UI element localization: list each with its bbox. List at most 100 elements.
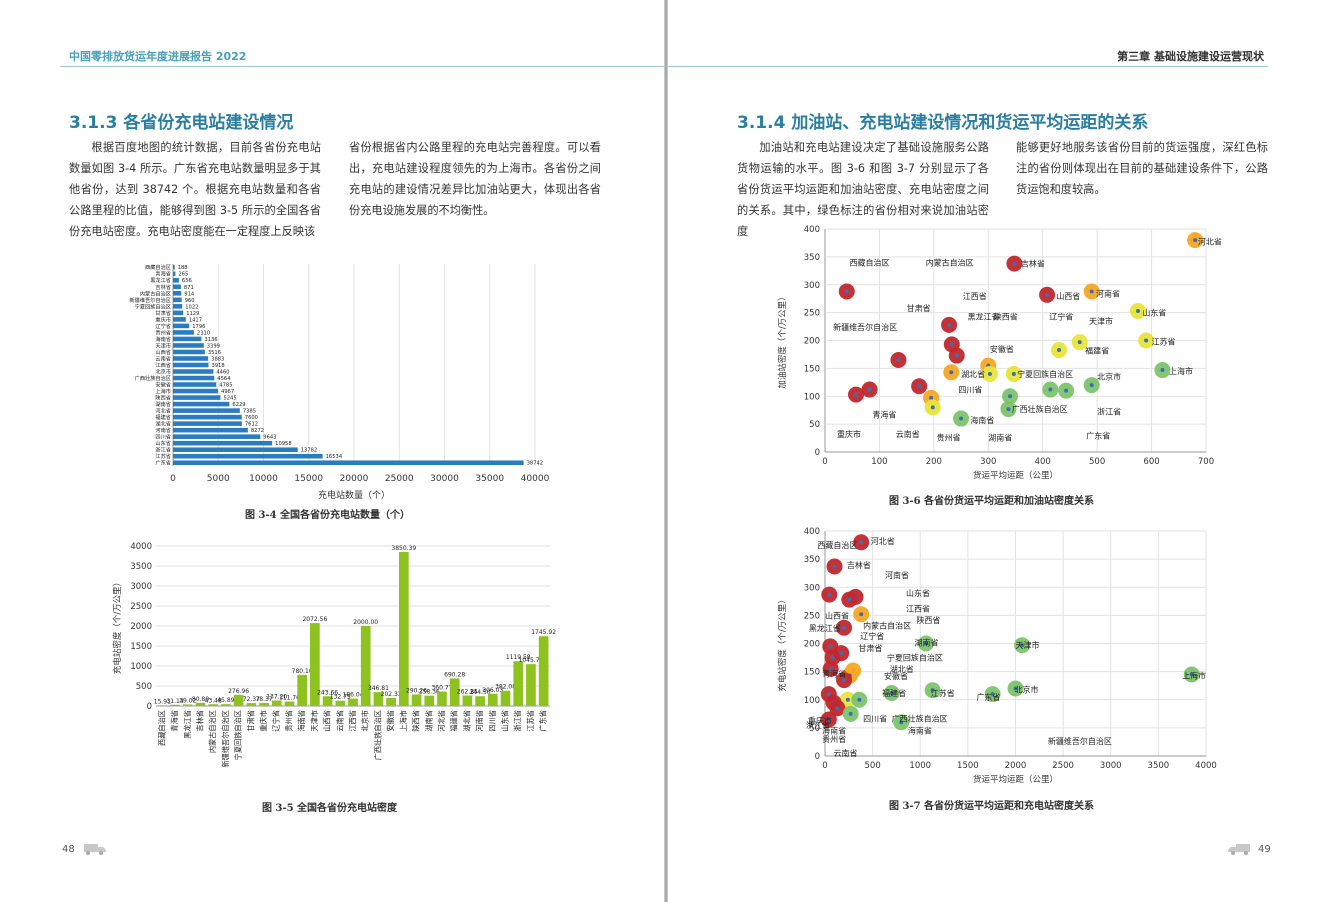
data-point-center xyxy=(947,322,952,327)
point-label: 湖北省 xyxy=(890,664,914,674)
x-tick-label: 2000 xyxy=(1005,761,1027,771)
point-label: 安徽省 xyxy=(884,671,908,681)
point-label: 云南省 xyxy=(896,429,920,439)
x-axis-title: 货运平均运距（公里） xyxy=(973,470,1058,481)
bar xyxy=(437,691,447,706)
data-point-center xyxy=(848,711,853,716)
value-label: 306.03 xyxy=(482,687,503,694)
bar xyxy=(386,697,396,706)
category-label: 西藏自治区 xyxy=(145,263,171,271)
value-label: 262.85 xyxy=(457,688,478,695)
category-label: 新疆维吾尔自治区 xyxy=(129,296,171,304)
bar xyxy=(373,692,384,706)
point-label: 河南省 xyxy=(885,570,909,580)
category-label: 四川省 xyxy=(155,433,171,441)
value-label: 5245 xyxy=(223,396,236,402)
left-page: 中国零排放货运年度进展报告 2022 3.1.3 各省份充电站建设情况 根据百度… xyxy=(0,0,664,902)
bar xyxy=(360,626,371,706)
category-label: 吉林省 xyxy=(195,710,204,732)
point-label: 福建省 xyxy=(882,688,906,698)
bar xyxy=(173,421,242,426)
figure-3-6-chart: 0 100 200 300 400 500 600 700 0 50 100 150 200 250 300… xyxy=(777,225,1222,481)
value-label: 31.14 xyxy=(166,698,183,705)
data-point-center xyxy=(859,612,864,617)
value-label: 4967 xyxy=(221,389,234,395)
y-tick-label: 2000 xyxy=(130,622,152,632)
point-label: 云南省 xyxy=(834,748,858,758)
x-tick-label: 15000 xyxy=(294,474,323,484)
right-paragraph-1: 加油站和充电站建设决定了基础设施服务公路货物运输的水平。图 3-6 和图 3-7… xyxy=(737,141,989,238)
data-point-center xyxy=(929,395,934,400)
category-label: 黑龙江省 xyxy=(183,710,192,739)
value-label: 72.37 xyxy=(243,696,260,703)
category-label: 辽宁省 xyxy=(155,322,171,330)
value-label: 1796 xyxy=(192,324,205,330)
category-label: 河南省 xyxy=(475,710,484,732)
category-label: 广东省 xyxy=(155,459,171,467)
left-paragraph-2: 省份根据省内公路里程的充电站完善程度。可以看出，充电站建设程度领先的为上海市。各… xyxy=(349,141,601,217)
category-label: 江苏省 xyxy=(526,710,535,732)
point-label: 西藏自治区 xyxy=(849,257,889,267)
x-tick-label: 1500 xyxy=(957,761,979,771)
point-label: 甘肃省 xyxy=(858,643,882,653)
data-point-center xyxy=(827,592,832,597)
page-number-right: 49 xyxy=(1258,844,1271,855)
point-label: 湖北省 xyxy=(961,369,985,379)
category-label: 江西省 xyxy=(348,710,357,732)
point-label: 山东省 xyxy=(906,588,930,598)
bar xyxy=(221,704,231,706)
right-paragraph-2: 能够更好地服务该省份目前的货运强度，深红色标注的省份则体现出在目前的基础建设条件… xyxy=(1016,141,1268,196)
value-label: 1045.79 xyxy=(519,657,544,664)
bar xyxy=(310,623,320,706)
bar xyxy=(173,284,181,290)
point-label: 广东省 xyxy=(976,692,1000,702)
point-label: 海南省 xyxy=(970,415,994,425)
category-label: 天津市 xyxy=(155,341,171,349)
bar xyxy=(157,705,168,706)
category-label: 宁夏回族自治区 xyxy=(135,302,171,310)
value-label: 188 xyxy=(178,265,188,271)
truck-icon xyxy=(1228,844,1250,855)
bar xyxy=(173,264,175,270)
category-label: 西藏自治区 xyxy=(157,710,166,746)
category-label: 安徽省 xyxy=(155,381,171,389)
category-label: 湖北省 xyxy=(462,710,471,732)
category-label: 青海省 xyxy=(155,270,171,278)
data-point-center xyxy=(1020,643,1025,648)
figure-3-5-caption: 图 3-5 全国各省份充电站密度 xyxy=(262,803,398,814)
figure-3-7-chart: 0 500 1000 1500 2000 2500 3000 3500 4000 0 50 100 15… xyxy=(777,527,1217,785)
x-tick-label: 600 xyxy=(1143,457,1159,467)
y-tick-label: 100 xyxy=(804,392,820,402)
category-label: 湖南省 xyxy=(424,710,433,732)
bar xyxy=(173,460,524,466)
point-label: 吉林省 xyxy=(847,560,871,570)
value-label: 871 xyxy=(184,285,194,291)
data-point-center xyxy=(842,625,847,630)
y-tick-label: 1000 xyxy=(130,662,152,672)
data-point-center xyxy=(930,405,935,410)
value-label: 360.77 xyxy=(431,685,452,692)
x-tick-label: 100 xyxy=(871,457,887,467)
value-label: 3918 xyxy=(211,363,224,369)
y-tick-label: 350 xyxy=(804,555,820,565)
data-point-center xyxy=(867,387,872,392)
category-label: 江苏省 xyxy=(155,452,171,460)
data-point-center xyxy=(923,641,928,646)
bar xyxy=(246,703,257,706)
data-point-center xyxy=(1160,368,1165,373)
value-label: 1129 xyxy=(186,311,199,317)
bar xyxy=(348,698,358,706)
x-tick-label: 20000 xyxy=(340,474,369,484)
point-label: 陕西省 xyxy=(916,615,940,625)
point-label: 北京市 xyxy=(1015,685,1039,695)
bar xyxy=(322,696,333,706)
category-label: 辽宁省 xyxy=(272,710,281,732)
value-label: 7600 xyxy=(245,415,258,421)
y-tick-label: 350 xyxy=(804,253,820,263)
y-tick-label: 250 xyxy=(804,309,820,319)
y-tick-label: 0 xyxy=(815,752,820,762)
category-label: 北京市 xyxy=(155,367,171,375)
point-label: 内蒙古自治区 xyxy=(863,621,911,631)
bar xyxy=(173,434,261,439)
x-tick-label: 5000 xyxy=(207,474,230,484)
